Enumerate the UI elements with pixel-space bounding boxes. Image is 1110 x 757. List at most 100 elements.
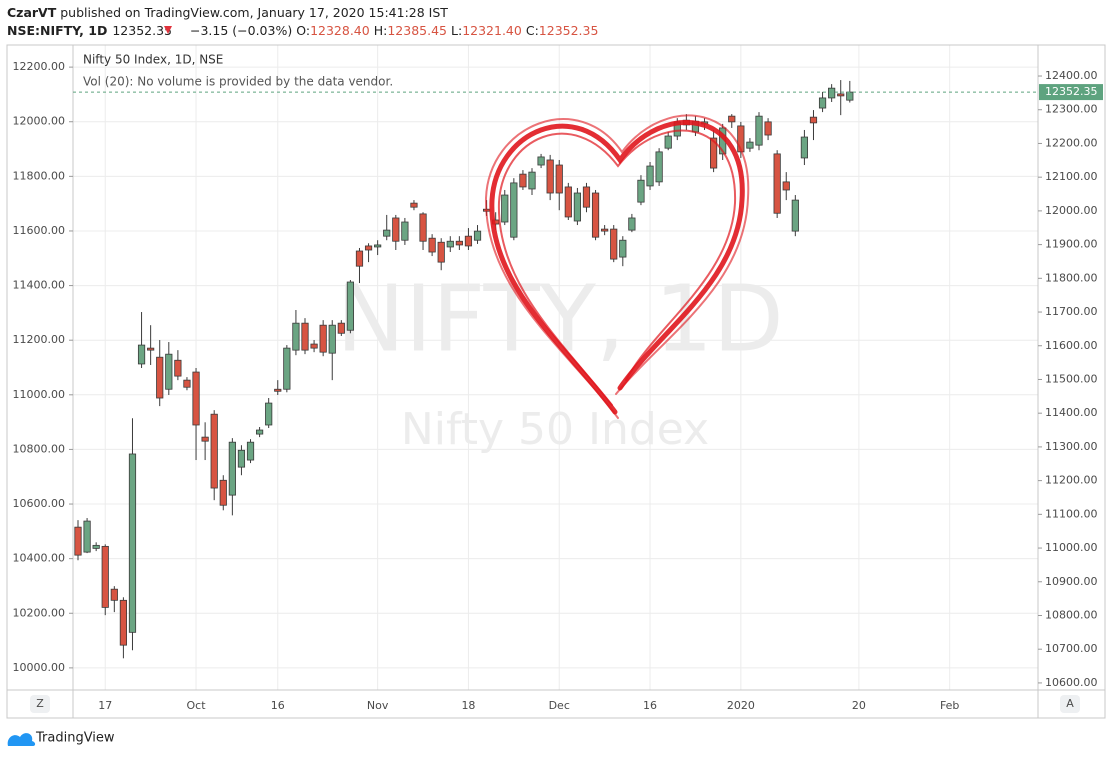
down-arrow bbox=[164, 26, 172, 34]
y-tick-label: 11400.00 bbox=[1045, 406, 1098, 419]
y2-tick-label: 11600.00 bbox=[13, 224, 66, 237]
button-label[interactable]: A bbox=[1066, 697, 1074, 710]
y-tick-label: 11300.00 bbox=[1045, 440, 1098, 453]
candle-body bbox=[119, 599, 127, 646]
candle-body bbox=[165, 353, 173, 390]
candle-body bbox=[410, 202, 418, 208]
candle-body bbox=[147, 347, 155, 351]
x-tick-label: 16 bbox=[643, 699, 657, 712]
candle-body bbox=[437, 241, 445, 263]
candle-body bbox=[192, 371, 200, 426]
y-tick-label: 10900.00 bbox=[1045, 575, 1098, 588]
ohlc-value: 12352.35 bbox=[539, 23, 599, 38]
candle-body bbox=[710, 137, 718, 169]
candle-body bbox=[319, 324, 327, 353]
candle-body bbox=[110, 588, 118, 601]
legend-title: Nifty 50 Index, 1D, NSE bbox=[83, 53, 223, 67]
publisher-line: CzarVT published on TradingView.com, Janu… bbox=[7, 5, 448, 20]
y2-tick-label: 11800.00 bbox=[13, 169, 66, 182]
x-tick-label: 18 bbox=[461, 699, 475, 712]
candle-body bbox=[473, 230, 482, 241]
candle-body bbox=[728, 115, 736, 123]
y2-tick-label: 12200.00 bbox=[13, 60, 66, 73]
change: −3.15 (−0.03%) bbox=[190, 23, 292, 38]
ohlc-value: 12328.40 bbox=[310, 23, 370, 38]
candle-body bbox=[401, 221, 409, 241]
candle-body bbox=[573, 192, 582, 222]
y-tick-label: 10700.00 bbox=[1045, 642, 1098, 655]
button-bg[interactable] bbox=[1060, 695, 1080, 713]
candle-body bbox=[782, 181, 790, 191]
y-tick-label: 11900.00 bbox=[1045, 238, 1098, 251]
y-tick-label: 12000.00 bbox=[1045, 204, 1098, 217]
candle-body bbox=[528, 171, 536, 190]
brand-text: TradingView bbox=[35, 731, 115, 746]
candle-body bbox=[255, 429, 264, 435]
candle-body bbox=[92, 544, 100, 549]
y-tick-label: 12100.00 bbox=[1045, 170, 1098, 183]
candle-body bbox=[419, 213, 427, 242]
candle-body bbox=[546, 159, 554, 194]
y2-tick-label: 11000.00 bbox=[13, 388, 66, 401]
candle-body bbox=[156, 356, 164, 399]
y-tick-label: 11800.00 bbox=[1045, 271, 1098, 284]
candle-body bbox=[464, 235, 473, 247]
candle-body bbox=[74, 526, 82, 556]
candle-body bbox=[510, 182, 518, 238]
last-price-label: 12352.35 bbox=[1045, 85, 1098, 98]
y2-tick-label: 10600.00 bbox=[13, 497, 66, 510]
x-tick-label: Dec bbox=[549, 699, 570, 712]
watermark-subtitle: Nifty 50 Index bbox=[401, 404, 709, 455]
y-tick-label: 11500.00 bbox=[1045, 372, 1098, 385]
candle-body bbox=[809, 116, 818, 124]
candle-body bbox=[828, 87, 836, 99]
brand-logo: TradingView bbox=[7, 731, 115, 746]
candle-body bbox=[219, 479, 227, 506]
candle-body bbox=[800, 136, 809, 159]
candle-body bbox=[846, 91, 854, 101]
candle-body bbox=[773, 153, 781, 214]
candle-body bbox=[446, 240, 454, 248]
x-tick-label: Oct bbox=[187, 699, 207, 712]
candle-body bbox=[655, 151, 663, 183]
candle-body bbox=[292, 322, 300, 351]
candle-body bbox=[664, 135, 672, 149]
x-tick-label: Feb bbox=[940, 699, 959, 712]
y2-tick-label: 10400.00 bbox=[13, 552, 66, 565]
candle-body bbox=[383, 229, 391, 237]
candle-body bbox=[174, 359, 182, 377]
x-tick-label: 20 bbox=[852, 699, 866, 712]
candle-body bbox=[501, 194, 509, 223]
candle-body bbox=[128, 453, 137, 633]
y2-tick-label: 10000.00 bbox=[13, 661, 66, 674]
grid-layer bbox=[73, 45, 1038, 690]
y2-tick-label: 10800.00 bbox=[13, 442, 66, 455]
candle-body bbox=[637, 179, 645, 203]
symbol: NSE:NIFTY, 1D bbox=[7, 23, 107, 38]
button-a[interactable]: A bbox=[1060, 695, 1080, 713]
y-tick-label: 10800.00 bbox=[1045, 608, 1098, 621]
y2-tick-label: 12000.00 bbox=[13, 115, 66, 128]
candle-body bbox=[210, 413, 218, 489]
candle-body bbox=[137, 344, 146, 365]
button-label[interactable]: Z bbox=[36, 697, 44, 710]
y-tick-label: 11000.00 bbox=[1045, 541, 1098, 554]
heart-drawing bbox=[484, 114, 750, 419]
button-z[interactable]: Z bbox=[30, 695, 50, 713]
candle-body bbox=[601, 228, 609, 232]
brand-icon bbox=[7, 733, 36, 746]
candle-body bbox=[201, 436, 209, 442]
quote-line: NSE:NIFTY, 1D 12352.35 −3.15 (−0.03%) O:123… bbox=[7, 23, 598, 38]
candle-body bbox=[328, 324, 336, 354]
candle-body bbox=[346, 281, 355, 331]
candle-body bbox=[183, 379, 191, 388]
button-bg[interactable] bbox=[30, 695, 50, 713]
publisher-note: published on TradingView.com, January 17… bbox=[60, 5, 448, 20]
heart-stroke bbox=[497, 129, 737, 406]
candles bbox=[74, 80, 854, 659]
ohlc-value: 12321.40 bbox=[462, 23, 522, 38]
candle-body bbox=[355, 250, 364, 267]
candle-body bbox=[764, 121, 772, 136]
candle-body bbox=[555, 164, 563, 194]
ohlc-label: C: bbox=[526, 23, 539, 38]
